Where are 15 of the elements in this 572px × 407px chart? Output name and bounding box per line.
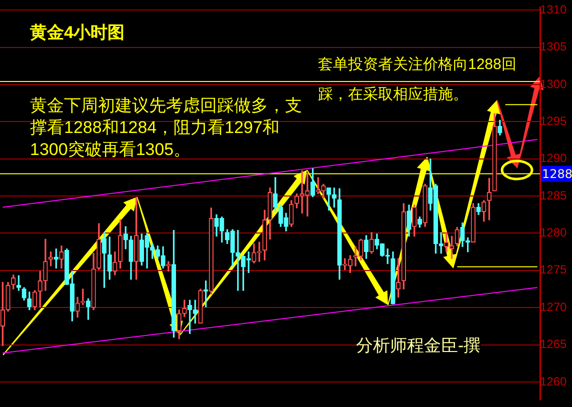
- annotation: 套单投资者关注价格向1288回踩，在采取相应措施。: [318, 55, 518, 105]
- y-tick-label: 1275: [540, 262, 568, 277]
- y-tick-label: 1285: [540, 188, 568, 202]
- y-tick-label: 1295: [540, 114, 568, 128]
- y-tick-label: 1260: [540, 374, 568, 388]
- y-tick-label: 1280: [540, 226, 568, 240]
- annotation: 分析师程金臣-撰: [356, 336, 481, 356]
- annotation: 黄金下周初建议先考虑回踩做多，支撑看1288和1284，阻力看1297和1300突破再看1305。: [30, 95, 303, 161]
- y-tick-label: 1310: [540, 2, 568, 16]
- y-tick-label: 1305: [540, 40, 568, 54]
- y-tick-label: 1290: [540, 151, 568, 166]
- text: 黄金4小时图: [30, 22, 124, 44]
- ref-line-label: 1288: [542, 166, 572, 181]
- y-tick-label: 1265: [540, 337, 568, 352]
- y-tick-label: 1270: [540, 300, 568, 314]
